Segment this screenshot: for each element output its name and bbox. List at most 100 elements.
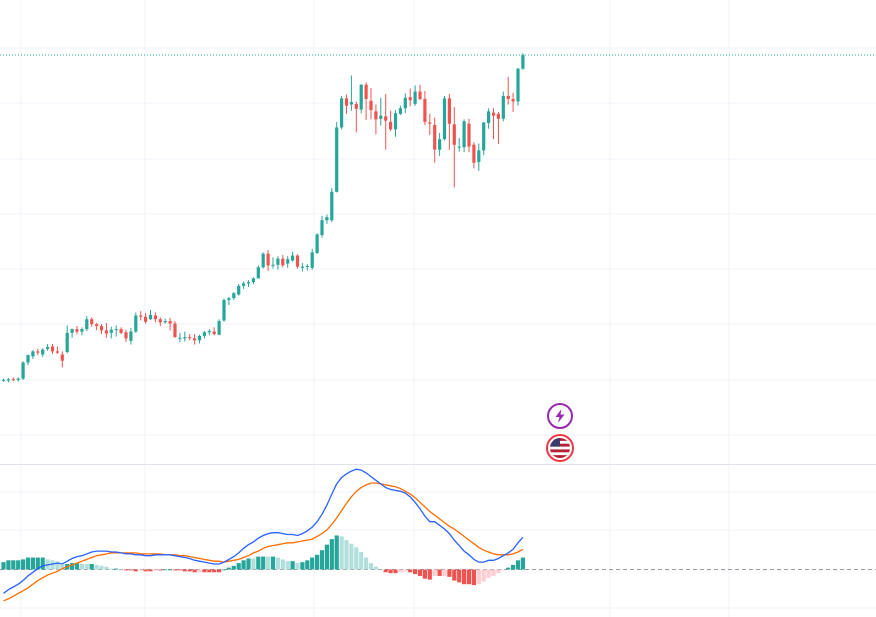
candle-body [114, 329, 118, 331]
histogram-bar [383, 569, 388, 573]
histogram-bar [177, 569, 182, 571]
histogram-bar [270, 556, 276, 570]
candle-body [31, 351, 35, 357]
candle-body [95, 324, 99, 327]
candle-body [168, 321, 172, 324]
candle-body [227, 298, 231, 301]
candle-body [70, 329, 74, 333]
histogram-bar [422, 569, 427, 579]
histogram-bar [324, 544, 329, 570]
candle-body [109, 329, 113, 333]
candle-body [134, 315, 138, 332]
histogram-bar [427, 569, 432, 580]
candle-body [144, 316, 148, 322]
histogram-bar [217, 569, 222, 573]
histogram-bar [359, 552, 364, 570]
histogram-bar [486, 569, 491, 578]
histogram-bar [266, 556, 271, 570]
candle-body [315, 234, 319, 254]
candle-body [46, 347, 50, 349]
us-flag-icon[interactable] [546, 434, 574, 462]
candle-body [438, 139, 442, 150]
candle-body [256, 267, 260, 279]
candle-body [457, 146, 461, 148]
lightning-icon[interactable] [547, 403, 573, 429]
histogram-bar [501, 569, 506, 571]
histogram-bar [462, 569, 467, 585]
histogram-bar [241, 560, 246, 570]
candle-body [246, 282, 251, 284]
macd-pane[interactable] [0, 468, 876, 602]
histogram-bar [275, 557, 280, 570]
candle-body [222, 300, 226, 321]
candle-body [423, 98, 427, 122]
histogram-bar [437, 569, 442, 576]
candle-body [16, 378, 20, 380]
histogram-bar [476, 569, 481, 585]
price-pane[interactable] [0, 53, 876, 383]
histogram-bar [212, 569, 217, 573]
candle-body [129, 331, 133, 341]
histogram-bar [1, 562, 6, 570]
histogram-bar [457, 569, 462, 583]
histogram-bar [30, 557, 35, 570]
histogram-bar [447, 569, 452, 577]
candle-body [364, 84, 368, 99]
histogram-bar [226, 567, 231, 570]
candle-body [202, 332, 206, 336]
histogram-bar [89, 563, 94, 570]
histogram-bar [261, 556, 266, 570]
candle-body [11, 379, 15, 381]
candle-body [403, 97, 407, 109]
candle-body [516, 68, 520, 102]
histogram-bar [84, 563, 89, 570]
candle-body [496, 113, 500, 119]
candle-body [462, 121, 466, 148]
candle-body [188, 337, 192, 339]
histogram-bar [290, 561, 295, 570]
candle-body [6, 379, 10, 381]
candle-body [447, 98, 451, 124]
candle-body [232, 293, 236, 299]
histogram-bar [511, 564, 516, 570]
histogram-bar [319, 550, 325, 570]
candle-body [482, 122, 486, 151]
candle-body [487, 111, 491, 124]
candle-body [178, 337, 182, 339]
candle-body [60, 354, 64, 361]
histogram-bar [496, 569, 501, 574]
macd-line [3, 468, 524, 594]
histogram-bar [153, 569, 158, 571]
candle-body [286, 259, 290, 264]
histogram-bar [74, 563, 80, 570]
candle-body [217, 321, 221, 335]
candle-body [281, 258, 285, 266]
candle-body [344, 98, 349, 106]
candle-body [442, 98, 447, 140]
candle-body [340, 98, 344, 128]
histogram-bar [344, 540, 349, 570]
candle-body [1, 379, 6, 381]
candle-body [41, 349, 45, 355]
histogram-bar [6, 560, 11, 570]
candle-body [295, 255, 300, 267]
candle-body [173, 323, 177, 338]
histogram-bar [148, 569, 153, 572]
histogram-bar [128, 569, 133, 571]
histogram-bar [334, 535, 339, 570]
candle-body [163, 321, 167, 323]
histogram-bar [295, 563, 300, 570]
candle-body [511, 98, 515, 102]
histogram-bar [481, 569, 486, 582]
candle-body [325, 217, 329, 221]
candle-body [261, 253, 265, 268]
histogram-bar [163, 569, 168, 571]
candle-body [477, 150, 481, 163]
histogram-bar [11, 560, 16, 570]
histogram-bar [168, 569, 173, 571]
histogram-bar [55, 561, 60, 570]
candle-body [90, 319, 94, 325]
candle-body [237, 285, 241, 295]
